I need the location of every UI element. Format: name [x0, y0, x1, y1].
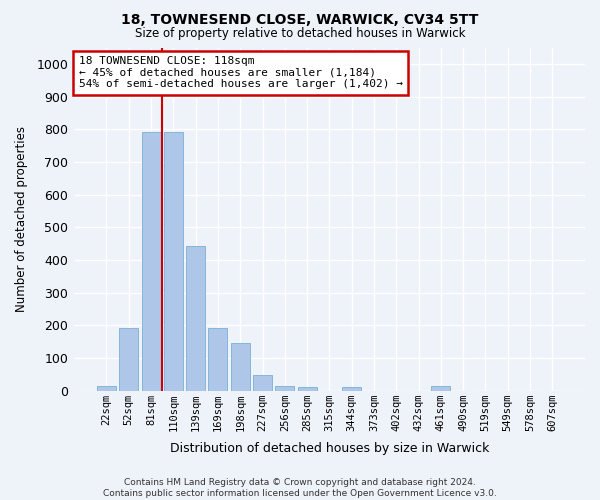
Bar: [186, 246, 205, 390]
Bar: [342, 388, 361, 390]
Bar: [431, 386, 451, 390]
Bar: [298, 388, 317, 390]
Text: 18, TOWNESEND CLOSE, WARWICK, CV34 5TT: 18, TOWNESEND CLOSE, WARWICK, CV34 5TT: [121, 12, 479, 26]
Bar: [253, 375, 272, 390]
Bar: [208, 328, 227, 390]
Bar: [97, 386, 116, 390]
Bar: [164, 132, 183, 390]
Y-axis label: Number of detached properties: Number of detached properties: [15, 126, 28, 312]
Bar: [275, 386, 294, 390]
Text: Contains HM Land Registry data © Crown copyright and database right 2024.
Contai: Contains HM Land Registry data © Crown c…: [103, 478, 497, 498]
X-axis label: Distribution of detached houses by size in Warwick: Distribution of detached houses by size …: [170, 442, 489, 455]
Text: 18 TOWNESEND CLOSE: 118sqm
← 45% of detached houses are smaller (1,184)
54% of s: 18 TOWNESEND CLOSE: 118sqm ← 45% of deta…: [79, 56, 403, 90]
Bar: [231, 343, 250, 390]
Bar: [142, 132, 161, 390]
Bar: [119, 328, 138, 390]
Text: Size of property relative to detached houses in Warwick: Size of property relative to detached ho…: [135, 28, 465, 40]
